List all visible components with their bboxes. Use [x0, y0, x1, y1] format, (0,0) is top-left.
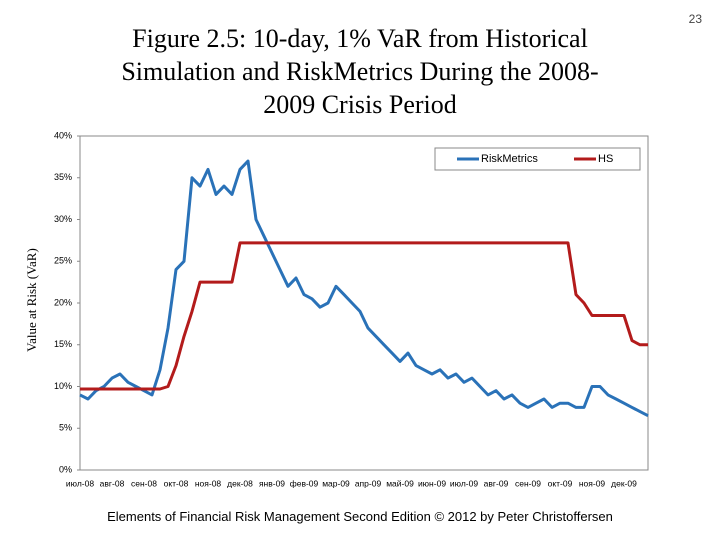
legend-label: RiskMetrics — [481, 153, 538, 165]
x-tick-label: ноя-09 — [579, 478, 606, 488]
chart-title: Figure 2.5: 10-day, 1% VaR from Historic… — [121, 24, 599, 119]
y-tick-label: 40% — [54, 130, 72, 140]
legend-label: HS — [598, 153, 613, 165]
footer: Elements of Financial Risk Management Se… — [107, 509, 613, 524]
x-tick-label: фев-09 — [290, 478, 319, 488]
x-tick-label: сен-09 — [515, 478, 541, 488]
y-tick-label: 15% — [54, 339, 72, 349]
x-tick-label: июл-09 — [450, 478, 478, 488]
x-tick-label: ноя-08 — [195, 478, 222, 488]
series-line — [79, 159, 649, 418]
y-tick-label: 25% — [54, 256, 72, 266]
y-tick-label: 20% — [54, 297, 72, 307]
x-tick-label: июл-08 — [66, 478, 94, 488]
x-tick-label: май-09 — [386, 478, 414, 488]
y-tick-label: 10% — [54, 381, 72, 391]
y-tick-label: 35% — [54, 172, 72, 182]
x-tick-label: мар-09 — [322, 478, 350, 488]
x-tick-label: авг-08 — [100, 478, 125, 488]
x-tick-label: сен-08 — [131, 478, 157, 488]
legend-box — [434, 147, 641, 171]
x-tick-label: окт-09 — [548, 478, 573, 488]
x-tick-label: июн-09 — [418, 478, 446, 488]
y-tick-label: 5% — [59, 423, 72, 433]
x-tick-label: дек-08 — [227, 478, 253, 488]
x-tick-label: янв-09 — [259, 478, 285, 488]
x-tick-label: апр-09 — [355, 478, 382, 488]
y-tick-label: 0% — [59, 464, 72, 474]
y-axis-label: Value at Risk (VaR) — [24, 248, 39, 352]
x-tick-label: авг-09 — [484, 478, 509, 488]
y-tick-label: 30% — [54, 214, 72, 224]
plot-frame — [79, 135, 649, 471]
page-number: 23 — [688, 12, 702, 26]
x-tick-label: окт-08 — [164, 478, 189, 488]
x-tick-label: дек-09 — [611, 478, 637, 488]
series-line — [80, 241, 648, 391]
